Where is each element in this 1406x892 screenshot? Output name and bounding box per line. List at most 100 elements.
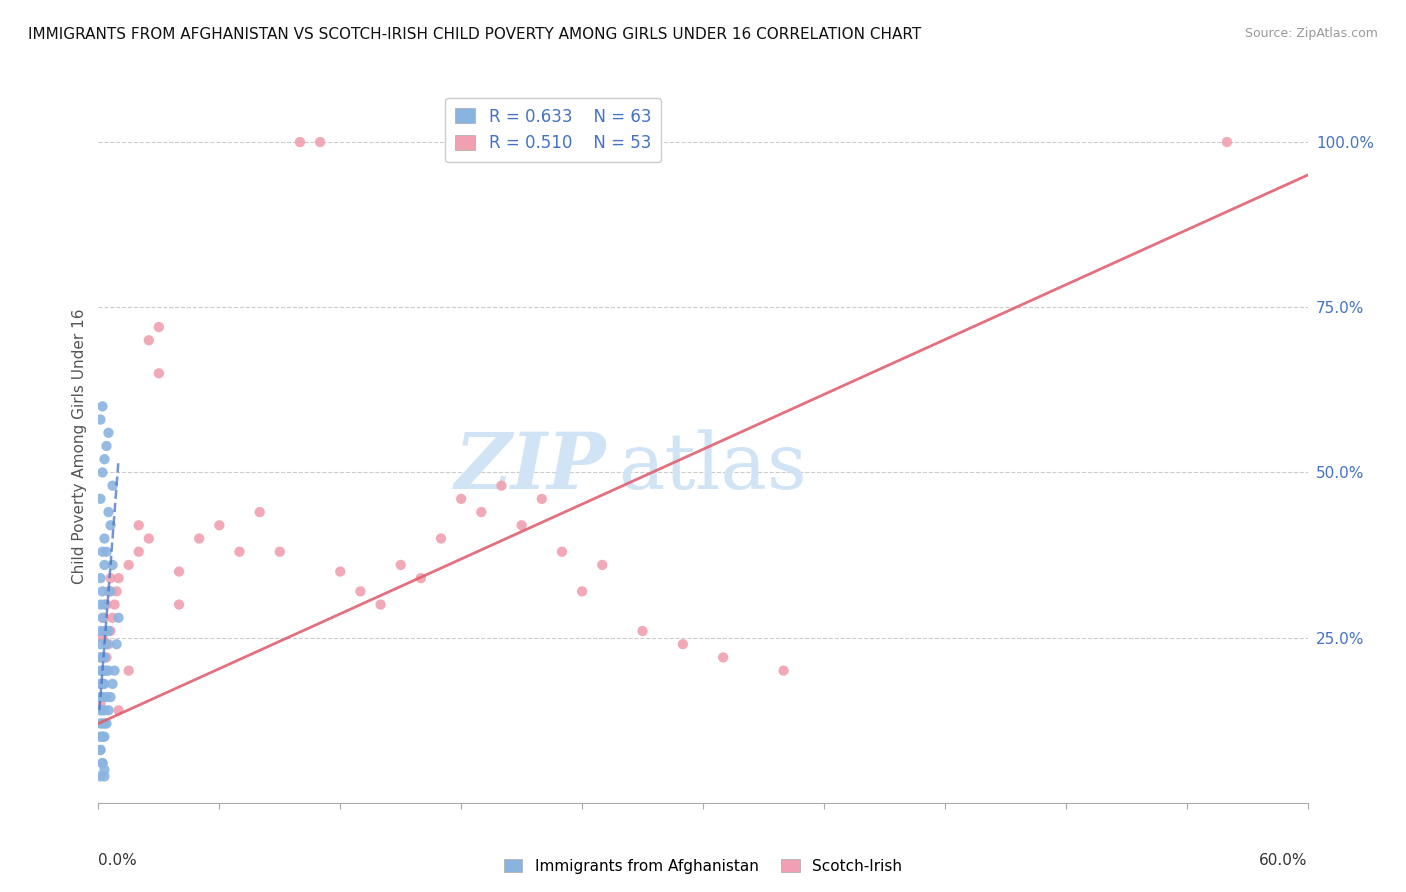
Point bbox=[96, 439, 118, 453]
Point bbox=[91, 730, 114, 744]
Point bbox=[91, 631, 114, 645]
Point bbox=[107, 571, 129, 585]
Point bbox=[91, 677, 114, 691]
Point bbox=[450, 491, 472, 506]
Point bbox=[89, 716, 111, 731]
Point bbox=[89, 690, 111, 704]
Point bbox=[551, 545, 574, 559]
Text: atlas: atlas bbox=[619, 430, 807, 505]
Point bbox=[91, 650, 114, 665]
Point bbox=[89, 677, 111, 691]
Point bbox=[100, 690, 122, 704]
Y-axis label: Child Poverty Among Girls Under 16: Child Poverty Among Girls Under 16 bbox=[72, 309, 87, 583]
Point bbox=[97, 703, 120, 717]
Point bbox=[672, 637, 695, 651]
Point bbox=[89, 743, 111, 757]
Point bbox=[89, 412, 111, 426]
Point bbox=[89, 650, 111, 665]
Point bbox=[138, 532, 160, 546]
Point bbox=[101, 611, 124, 625]
Point bbox=[571, 584, 593, 599]
Point bbox=[101, 478, 124, 492]
Point bbox=[103, 598, 125, 612]
Point bbox=[107, 703, 129, 717]
Point bbox=[91, 690, 114, 704]
Point bbox=[93, 763, 115, 777]
Point bbox=[91, 466, 114, 480]
Point bbox=[100, 624, 122, 638]
Point bbox=[91, 716, 114, 731]
Point bbox=[1216, 135, 1239, 149]
Text: 60.0%: 60.0% bbox=[1260, 853, 1308, 868]
Point bbox=[93, 650, 115, 665]
Point bbox=[89, 650, 111, 665]
Point bbox=[631, 624, 654, 638]
Point bbox=[93, 664, 115, 678]
Point bbox=[89, 637, 111, 651]
Text: IMMIGRANTS FROM AFGHANISTAN VS SCOTCH-IRISH CHILD POVERTY AMONG GIRLS UNDER 16 C: IMMIGRANTS FROM AFGHANISTAN VS SCOTCH-IR… bbox=[28, 27, 921, 42]
Point bbox=[96, 716, 118, 731]
Point bbox=[96, 650, 118, 665]
Point bbox=[89, 571, 111, 585]
Point bbox=[96, 598, 118, 612]
Point bbox=[89, 703, 111, 717]
Point bbox=[430, 532, 453, 546]
Point bbox=[91, 756, 114, 771]
Point bbox=[93, 558, 115, 572]
Point bbox=[491, 478, 513, 492]
Point bbox=[89, 598, 111, 612]
Point bbox=[93, 703, 115, 717]
Point bbox=[93, 532, 115, 546]
Point bbox=[100, 518, 122, 533]
Point bbox=[89, 624, 111, 638]
Text: ZIP: ZIP bbox=[454, 429, 606, 506]
Point bbox=[89, 743, 111, 757]
Point bbox=[96, 637, 118, 651]
Point bbox=[91, 584, 114, 599]
Point bbox=[510, 518, 533, 533]
Point bbox=[103, 664, 125, 678]
Point bbox=[93, 730, 115, 744]
Point bbox=[269, 545, 291, 559]
Text: Source: ZipAtlas.com: Source: ZipAtlas.com bbox=[1244, 27, 1378, 40]
Point bbox=[96, 664, 118, 678]
Point bbox=[167, 565, 190, 579]
Point bbox=[349, 584, 371, 599]
Point bbox=[101, 558, 124, 572]
Point bbox=[105, 584, 128, 599]
Point bbox=[772, 664, 794, 678]
Point bbox=[288, 135, 311, 149]
Point bbox=[96, 690, 118, 704]
Point bbox=[100, 584, 122, 599]
Point bbox=[188, 532, 211, 546]
Point bbox=[91, 677, 114, 691]
Point bbox=[101, 677, 124, 691]
Point bbox=[97, 637, 120, 651]
Point bbox=[93, 624, 115, 638]
Point bbox=[329, 565, 352, 579]
Point bbox=[91, 664, 114, 678]
Point bbox=[93, 716, 115, 731]
Point bbox=[93, 611, 115, 625]
Point bbox=[91, 545, 114, 559]
Point bbox=[138, 333, 160, 347]
Point bbox=[591, 558, 613, 572]
Point bbox=[370, 598, 392, 612]
Point bbox=[89, 769, 111, 783]
Point bbox=[470, 505, 492, 519]
Point bbox=[97, 584, 120, 599]
Point bbox=[91, 703, 114, 717]
Point bbox=[93, 452, 115, 467]
Point bbox=[91, 400, 114, 414]
Point bbox=[91, 611, 114, 625]
Point bbox=[105, 637, 128, 651]
Point bbox=[91, 756, 114, 771]
Point bbox=[389, 558, 412, 572]
Point bbox=[118, 558, 141, 572]
Point bbox=[208, 518, 231, 533]
Legend: Immigrants from Afghanistan, Scotch-Irish: Immigrants from Afghanistan, Scotch-Iris… bbox=[498, 853, 908, 880]
Point bbox=[118, 664, 141, 678]
Point bbox=[97, 664, 120, 678]
Point bbox=[167, 598, 190, 612]
Point bbox=[228, 545, 250, 559]
